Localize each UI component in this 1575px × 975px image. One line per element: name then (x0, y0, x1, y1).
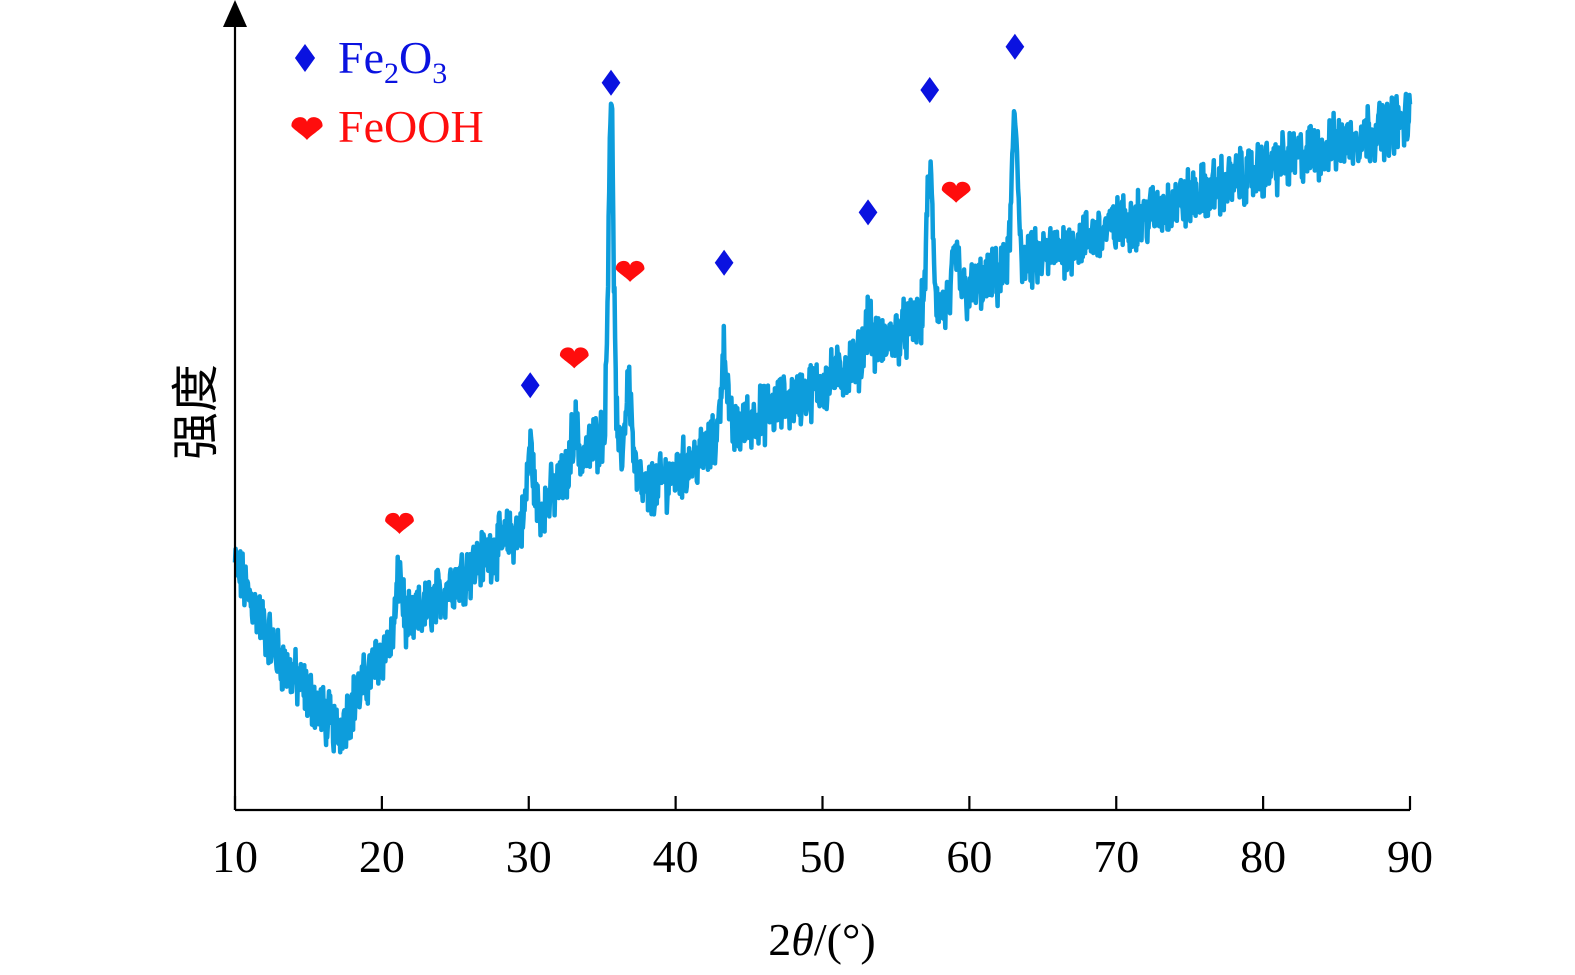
fe2o3-peak-marker (601, 69, 621, 96)
diamond-icon (294, 44, 316, 72)
series-layer (232, 91, 1413, 755)
feooh-peak-marker (615, 260, 645, 282)
peak-annotations (385, 33, 1025, 534)
legend-item-feooh: FeOOH (291, 101, 484, 152)
feooh-peak-marker (941, 181, 971, 203)
x-tick-label: 80 (1240, 831, 1286, 882)
legend-label-fe2o3: Fe2O3 (338, 32, 447, 90)
legend-label-feooh: FeOOH (338, 101, 484, 152)
x-tick-label: 50 (800, 831, 846, 882)
fe2o3-peak-marker (858, 199, 878, 226)
heart-icon (291, 117, 323, 140)
fe2o3-peak-marker (714, 249, 734, 276)
x-tick-label: 10 (212, 831, 258, 882)
fe2o3-peak-marker (920, 77, 940, 103)
fe2o3-peak-marker (520, 372, 540, 399)
fe2o3-peak-marker (1005, 33, 1025, 60)
legend-item-fe2o3: Fe2O3 (294, 32, 447, 90)
xrd-pattern-line (232, 91, 1413, 755)
x-axis-title: 2θ/(°) (768, 914, 875, 965)
feooh-peak-marker (559, 347, 589, 369)
y-axis-arrow (223, 0, 247, 27)
feooh-peak-marker (385, 512, 414, 534)
x-tick-label: 60 (946, 831, 992, 882)
x-tick-label: 90 (1387, 831, 1433, 882)
x-ticks: 10 20 30 40 50 60 70 80 90 (212, 796, 1433, 882)
legend: Fe2O3 FeOOH (291, 32, 484, 152)
x-tick-label: 20 (359, 831, 405, 882)
x-tick-label: 40 (653, 831, 699, 882)
x-tick-label: 30 (506, 831, 552, 882)
y-axis-title: 强度 (170, 364, 223, 460)
x-tick-label: 70 (1093, 831, 1139, 882)
